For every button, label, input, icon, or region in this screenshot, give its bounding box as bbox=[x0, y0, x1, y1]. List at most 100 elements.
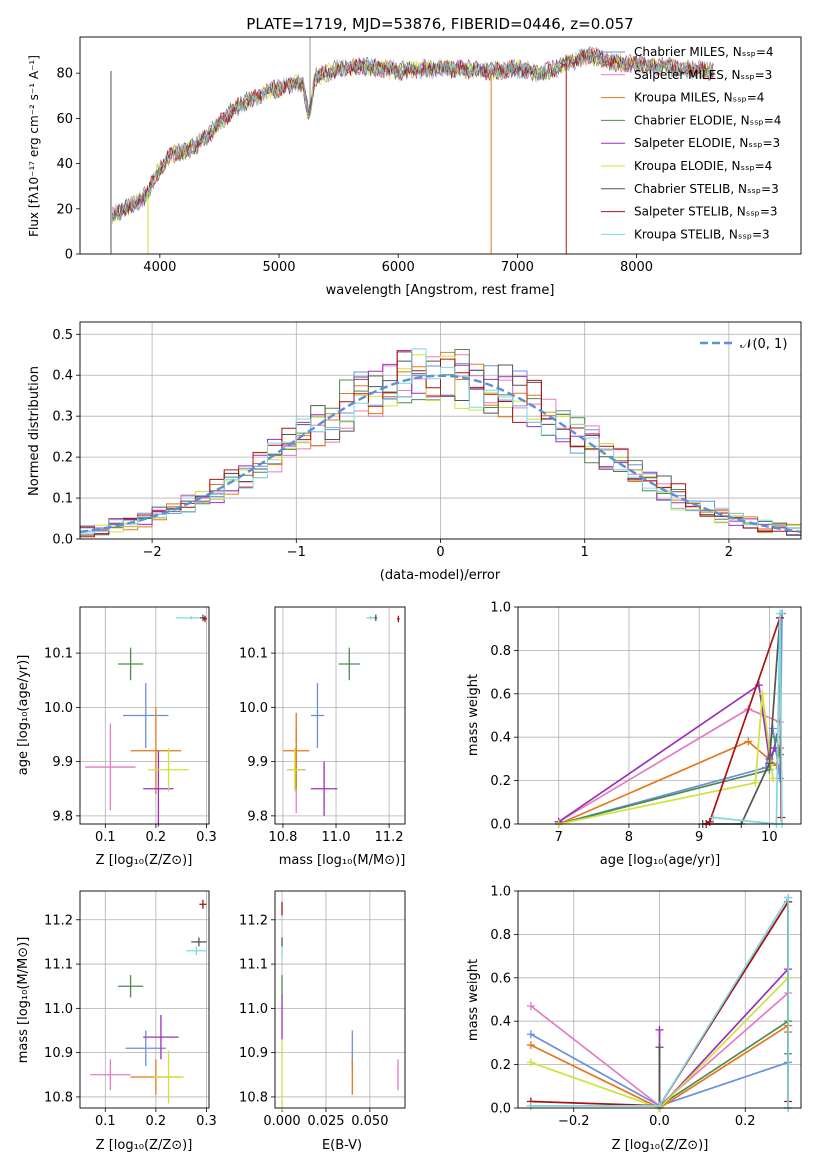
y-tick-label: 11.2 bbox=[239, 913, 268, 928]
error-bar-point bbox=[117, 647, 144, 681]
weight-line bbox=[705, 617, 783, 825]
y-tick-label: 0.8 bbox=[490, 928, 511, 943]
error-bar-point bbox=[130, 707, 182, 795]
weight-marker bbox=[655, 1101, 664, 1110]
spectrum-line bbox=[111, 48, 715, 219]
legend-label: 𝒩(0, 1) bbox=[740, 337, 787, 352]
x-tick-label: 7 bbox=[555, 830, 563, 845]
legend-label: Salpeter STELIB, Nₛₛₚ=3 bbox=[634, 205, 778, 219]
x-tick-label: 0.1 bbox=[95, 1114, 116, 1129]
weight-line bbox=[530, 894, 789, 1108]
x-tick-label: 11.2 bbox=[375, 830, 404, 845]
y-tick-label: 0.0 bbox=[490, 1102, 511, 1117]
weight-series bbox=[698, 613, 784, 828]
weight-marker bbox=[768, 774, 777, 783]
error-bar-point bbox=[186, 946, 207, 956]
error-bar-point bbox=[90, 1059, 131, 1091]
spectrum-lines bbox=[110, 37, 715, 254]
y-tick-label: 0.2 bbox=[490, 774, 511, 789]
axes-frame bbox=[79, 321, 802, 540]
y-tick-label: 0.6 bbox=[490, 971, 511, 986]
legend-label: Salpeter MILES, Nₛₛₚ=3 bbox=[634, 68, 772, 82]
weight-vs-z-ylabel: mass weight bbox=[466, 959, 481, 1041]
y-tick-label: 9.8 bbox=[247, 809, 268, 824]
y-tick-label: 10.8 bbox=[239, 1090, 268, 1105]
x-tick-label: 0.2 bbox=[146, 830, 167, 845]
spectrum-ylabel: Flux [fλ10⁻¹⁷ erg cm⁻² s⁻¹ A⁻¹] bbox=[27, 55, 41, 237]
error-bar-point bbox=[202, 615, 207, 623]
weight-vs-age-ylabel: mass weight bbox=[466, 674, 481, 756]
axes-frame bbox=[517, 606, 802, 825]
legend-label: Kroupa ELODIE, Nₛₛₚ=4 bbox=[634, 159, 772, 173]
x-tick-label: 1 bbox=[581, 545, 589, 560]
weight-marker bbox=[526, 1030, 535, 1039]
y-tick-label: 60 bbox=[56, 112, 73, 127]
mass-vs-metallicity-panel: Z [log₁₀(Z/Z⊙)] mass [log₁₀(M/M⊙)] 0.1 0.… bbox=[16, 890, 217, 1153]
residuals-ylabel: Normed distribution bbox=[27, 366, 42, 496]
y-tick-label: 0.0 bbox=[52, 533, 73, 548]
legend-label: Chabrier MILES, Nₛₛₚ=4 bbox=[634, 45, 774, 59]
age-vs-mass-panel: mass [log₁₀(M/M⊙)] 10.8 11.0 11.2 9.8 9.9 10.… bbox=[239, 606, 406, 868]
y-tick-label: 40 bbox=[56, 157, 73, 172]
x-tick-label: 8 bbox=[625, 830, 633, 845]
mass-vs-z-ylabel: mass [log₁₀(M/M⊙)] bbox=[16, 937, 31, 1064]
y-tick-label: 0.6 bbox=[490, 687, 511, 702]
residual-histogram-panel: (data-model)/error Normed distribution −… bbox=[27, 321, 802, 583]
weight-marker bbox=[655, 1025, 664, 1034]
spectrum-xlabel: wavelength [Angstrom, rest frame] bbox=[326, 283, 555, 298]
residuals-xlabel: (data-model)/error bbox=[380, 568, 501, 583]
axes-frame bbox=[79, 606, 210, 825]
age-vs-z-ylabel: age [log₁₀(age/yr)] bbox=[16, 655, 31, 776]
weight-marker bbox=[765, 759, 774, 768]
x-tick-label: 0.3 bbox=[196, 1114, 217, 1129]
spectrum-panel: PLATE=1719, MJD=53876, FIBERID=0446, z=0… bbox=[27, 15, 802, 298]
error-bar-point bbox=[199, 899, 207, 909]
x-tick-label: 7000 bbox=[501, 260, 534, 275]
y-tick-label: 10.1 bbox=[239, 647, 268, 662]
weight-marker bbox=[772, 761, 781, 770]
error-bar-point bbox=[153, 1050, 184, 1104]
y-tick-label: 0.4 bbox=[490, 1015, 511, 1030]
error-bar-point bbox=[310, 682, 325, 749]
x-tick-label: 0.2 bbox=[735, 1114, 756, 1129]
y-tick-label: 1.0 bbox=[490, 601, 511, 616]
axes-frame bbox=[274, 890, 406, 1109]
histogram-series bbox=[80, 348, 801, 538]
error-bar-point bbox=[125, 1030, 166, 1066]
x-tick-label: −1 bbox=[287, 545, 306, 560]
spectrum-line bbox=[111, 48, 715, 219]
y-tick-label: 11.1 bbox=[44, 958, 73, 973]
axes-frame bbox=[517, 890, 802, 1109]
mass-vs-ebv-xlabel: E(B-V) bbox=[322, 1138, 362, 1153]
legend-label: Chabrier STELIB, Nₛₛₚ=3 bbox=[634, 182, 779, 196]
y-tick-label: 0.8 bbox=[490, 644, 511, 659]
y-tick-label: 0.4 bbox=[52, 369, 73, 384]
weight-marker bbox=[526, 1002, 535, 1011]
x-tick-label: 5000 bbox=[262, 260, 295, 275]
weight-line bbox=[558, 693, 774, 825]
weight-line bbox=[558, 613, 783, 825]
axes-frame bbox=[79, 36, 802, 255]
weight-marker bbox=[758, 689, 767, 698]
y-tick-label: 1.0 bbox=[490, 885, 511, 900]
weight-marker bbox=[655, 1043, 664, 1052]
y-tick-label: 11.2 bbox=[44, 913, 73, 928]
error-bar-point bbox=[374, 614, 378, 622]
axes-frame bbox=[274, 606, 406, 825]
error-bar-point bbox=[123, 682, 169, 749]
weight-series bbox=[709, 609, 787, 828]
weight-marker bbox=[709, 813, 718, 822]
spectrum-title: PLATE=1719, MJD=53876, FIBERID=0446, z=0… bbox=[246, 15, 633, 33]
y-tick-label: 0.2 bbox=[52, 451, 73, 466]
weight-series bbox=[554, 737, 784, 828]
weight-marker bbox=[775, 609, 784, 618]
legend-label: Chabrier ELODIE, Nₛₛₚ=4 bbox=[634, 113, 781, 127]
x-tick-label: −2 bbox=[143, 545, 162, 560]
x-tick-label: 0.050 bbox=[351, 1114, 388, 1129]
y-tick-label: 11.0 bbox=[44, 1002, 73, 1017]
y-tick-label: 11.0 bbox=[239, 1002, 268, 1017]
error-bar-point bbox=[286, 748, 303, 792]
x-tick-label: 6000 bbox=[382, 260, 415, 275]
x-tick-label: 8000 bbox=[620, 260, 653, 275]
error-bar-point bbox=[117, 975, 144, 998]
